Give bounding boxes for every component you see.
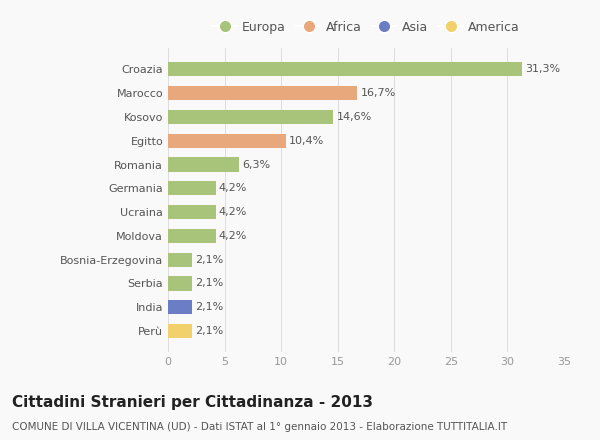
- Text: 4,2%: 4,2%: [219, 207, 247, 217]
- Text: Cittadini Stranieri per Cittadinanza - 2013: Cittadini Stranieri per Cittadinanza - 2…: [12, 395, 373, 410]
- Text: 6,3%: 6,3%: [242, 160, 271, 169]
- Bar: [168, 62, 522, 77]
- Bar: [168, 110, 333, 124]
- Bar: [168, 276, 192, 290]
- Text: COMUNE DI VILLA VICENTINA (UD) - Dati ISTAT al 1° gennaio 2013 - Elaborazione TU: COMUNE DI VILLA VICENTINA (UD) - Dati IS…: [12, 422, 507, 433]
- Text: 14,6%: 14,6%: [337, 112, 372, 122]
- Bar: [168, 300, 192, 315]
- Text: 2,1%: 2,1%: [195, 255, 223, 265]
- Legend: Europa, Africa, Asia, America: Europa, Africa, Asia, America: [209, 18, 523, 36]
- Text: 2,1%: 2,1%: [195, 279, 223, 289]
- Text: 2,1%: 2,1%: [195, 326, 223, 336]
- Bar: [168, 86, 357, 100]
- Bar: [168, 158, 239, 172]
- Bar: [168, 324, 192, 338]
- Text: 4,2%: 4,2%: [219, 183, 247, 193]
- Bar: [168, 253, 192, 267]
- Text: 10,4%: 10,4%: [289, 136, 325, 146]
- Text: 16,7%: 16,7%: [361, 88, 395, 98]
- Bar: [168, 181, 215, 195]
- Text: 2,1%: 2,1%: [195, 302, 223, 312]
- Text: 4,2%: 4,2%: [219, 231, 247, 241]
- Text: 31,3%: 31,3%: [526, 64, 560, 74]
- Bar: [168, 205, 215, 219]
- Bar: [168, 134, 286, 148]
- Bar: [168, 229, 215, 243]
